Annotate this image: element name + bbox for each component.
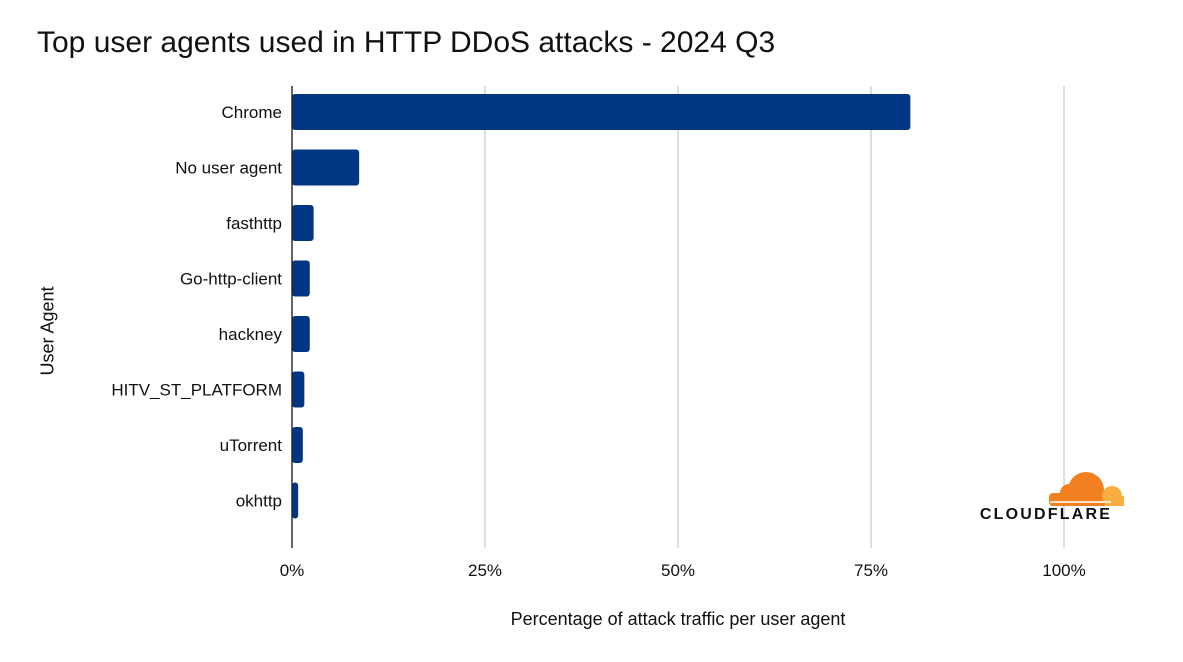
y-tick-label: Chrome: [222, 103, 282, 122]
bar: [292, 316, 310, 352]
bar: [292, 149, 360, 186]
chart-title: Top user agents used in HTTP DDoS attack…: [37, 26, 776, 59]
bar: [292, 205, 314, 241]
bar: [292, 260, 310, 297]
x-tick-label: 0%: [280, 561, 305, 580]
bar: [292, 371, 305, 408]
y-tick-label: fasthttp: [226, 214, 282, 233]
y-tick-label: hackney: [219, 325, 283, 344]
cloudflare-logo: CLOUDFLARE: [965, 466, 1127, 526]
x-tick-label: 50%: [661, 561, 695, 580]
y-tick-label: uTorrent: [220, 436, 283, 455]
bar: [292, 94, 911, 130]
bar: [292, 427, 303, 463]
x-tick-label: 75%: [854, 561, 888, 580]
x-tick-label: 100%: [1042, 561, 1085, 580]
y-tick-label: okhttp: [236, 492, 282, 511]
y-tick-label: HITV_ST_PLATFORM: [111, 381, 282, 400]
y-tick-label: No user agent: [175, 159, 282, 178]
y-tick-label: Go-http-client: [180, 270, 282, 289]
cloud-icon: [1049, 472, 1124, 508]
bar: [292, 482, 299, 519]
x-axis-label: Percentage of attack traffic per user ag…: [510, 609, 846, 629]
cloudflare-wordmark: CLOUDFLARE: [979, 506, 1113, 523]
x-tick-label: 25%: [468, 561, 502, 580]
